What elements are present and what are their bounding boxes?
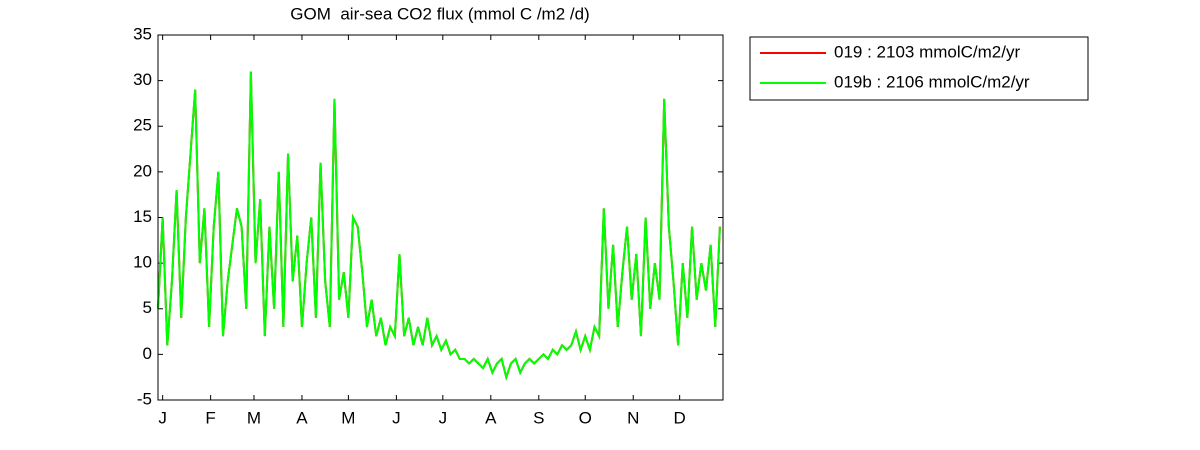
x-tick-label: A [485, 408, 497, 427]
legend-label: 019b : 2106 mmolC/m2/yr [834, 72, 1030, 91]
series-line [157, 71, 721, 381]
y-tick-label: 30 [133, 70, 152, 89]
x-tick-label: O [579, 408, 592, 427]
x-tick-label: J [158, 408, 167, 427]
y-tick-label: 5 [143, 298, 152, 317]
y-tick-label: 15 [133, 207, 152, 226]
x-tick-label: S [533, 408, 544, 427]
chart-title: GOM air-sea CO2 flux (mmol C /m2 /d) [290, 4, 589, 23]
y-tick-label: 10 [133, 253, 152, 272]
x-tick-label: J [392, 408, 401, 427]
x-tick-label: F [205, 408, 215, 427]
y-tick-label: 20 [133, 161, 152, 180]
y-tick-label: 0 [143, 344, 152, 363]
y-tick-label: -5 [137, 389, 152, 408]
plot-frame [157, 34, 724, 401]
legend-box [749, 36, 1089, 101]
x-tick-label: A [296, 408, 308, 427]
x-tick-label: N [627, 408, 639, 427]
legend-label: 019 : 2103 mmolC/m2/yr [834, 42, 1020, 61]
y-tick-label: 25 [133, 116, 152, 135]
x-tick-label: M [341, 408, 355, 427]
x-tick-label: M [247, 408, 261, 427]
x-tick-label: D [674, 408, 686, 427]
x-tick-label: J [439, 408, 448, 427]
y-tick-label: 35 [133, 24, 152, 43]
